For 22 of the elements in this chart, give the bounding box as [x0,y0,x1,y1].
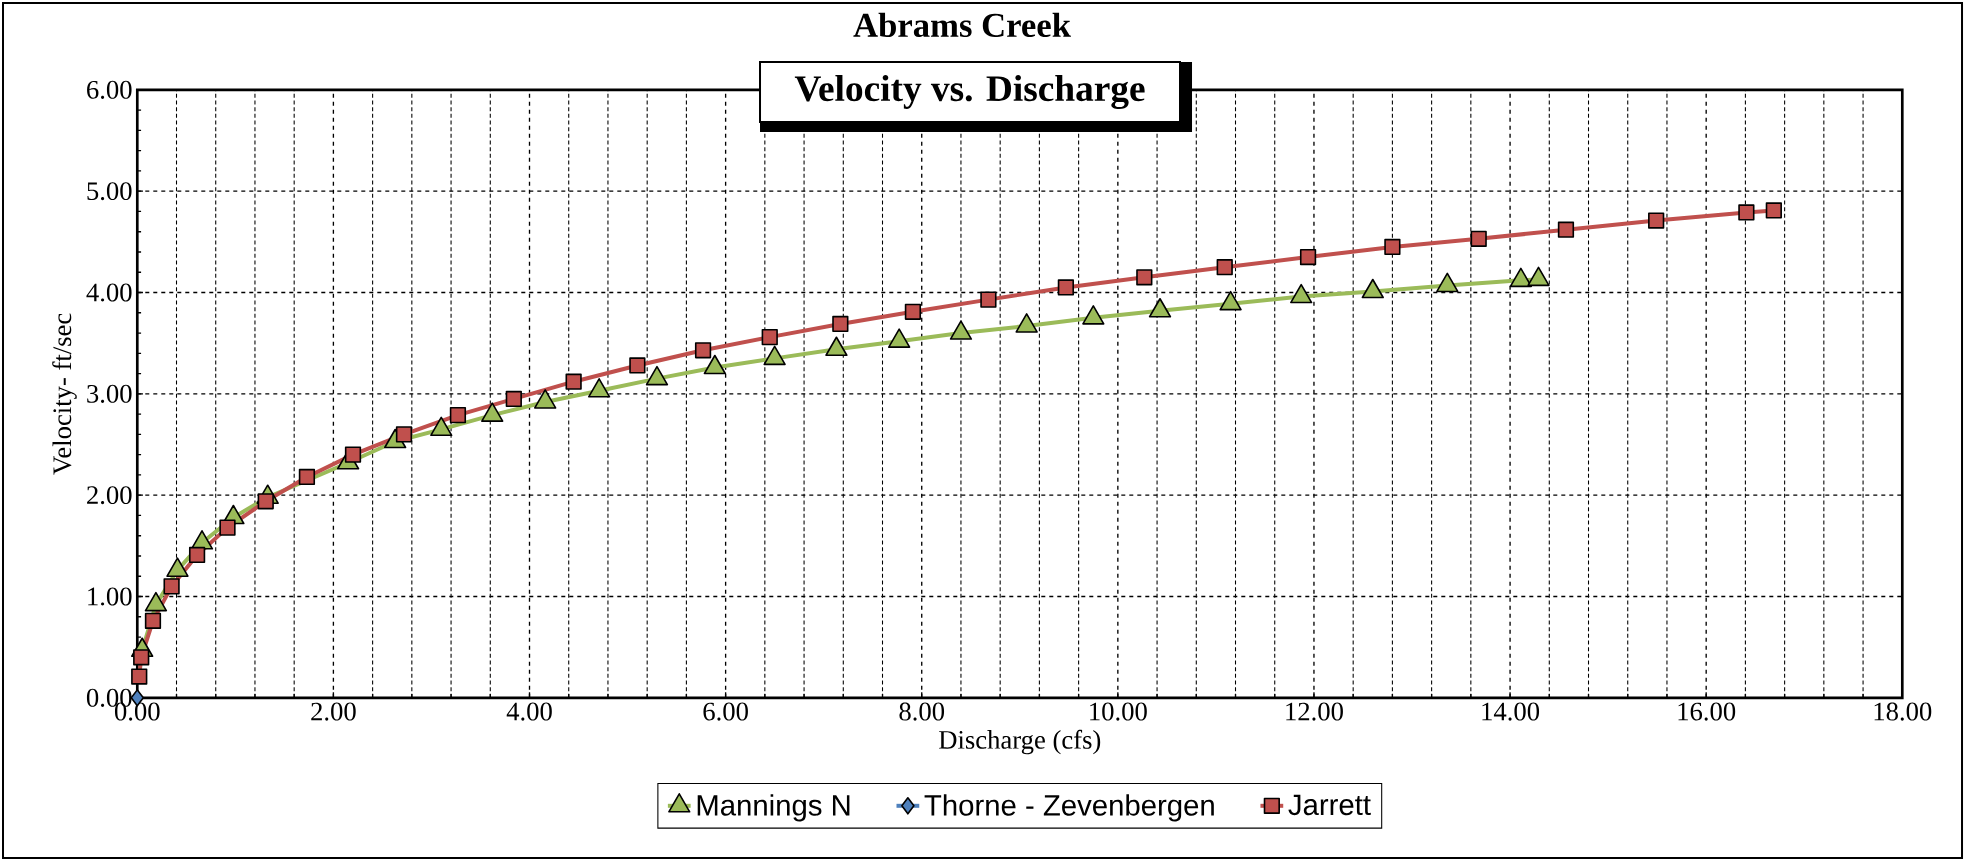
x-tick-label: 6.00 [703,702,748,721]
x-tick-label: 8.00 [899,702,945,721]
legend-label: Jarrett [1288,794,1371,816]
legend-label: Mannings N [697,794,850,822]
x-tick-label: 4.00 [506,702,552,721]
y-axis-title: Velocity- ft/sec [52,313,77,475]
y-tick-label: 4.00 [86,283,132,302]
y-tick-label: 3.00 [87,384,132,403]
y-tick-label: 5.00 [87,182,132,201]
y-tick-label: 6.00 [87,80,132,99]
y-tick-label: 1.00 [88,587,132,606]
x-axis-title: Discharge (cfs) [938,729,1101,755]
y-tick-label: 2.00 [87,486,132,505]
x-tick-label: 14.00 [1482,702,1540,721]
x-tick-label: 2.00 [311,702,356,721]
x-tick-label: 12.00 [1286,702,1343,721]
legend-label: Thorne - Zevenbergen [924,794,1214,822]
x-tick-label: 10.00 [1090,702,1147,721]
x-tick-label: 16.00 [1678,702,1736,721]
chart-title: Abrams Creek [853,12,1071,38]
x-tick-label: 18.00 [1874,702,1932,721]
chart-subtitle: Velocity vs. Discharge [794,74,1145,110]
